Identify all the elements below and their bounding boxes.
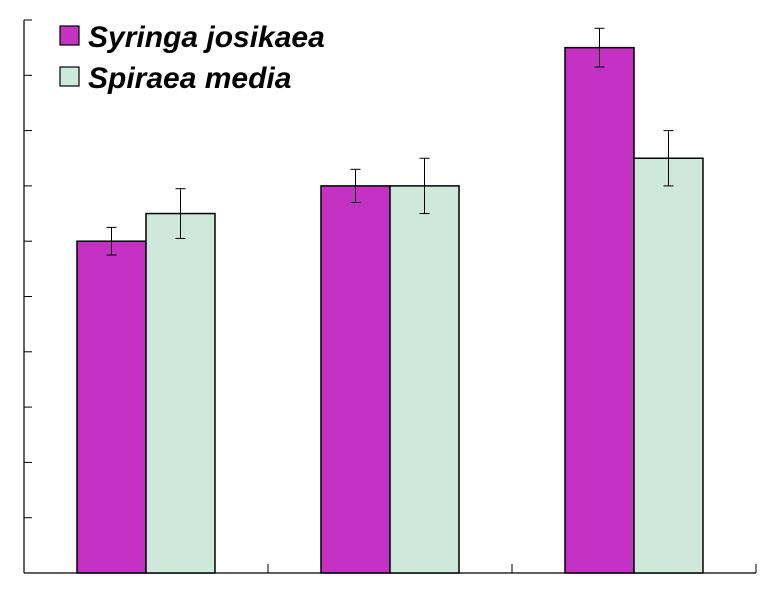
error-bar-series-2-cat-2: [419, 157, 430, 215]
error-bar-series-1-cat-3: [594, 27, 605, 68]
error-bar-series-2-cat-3: [663, 130, 674, 187]
legend-swatch-series-1: [59, 25, 80, 46]
bar-series-1-cat-1: [76, 240, 147, 574]
bar-series-1-cat-2: [320, 185, 391, 574]
bar-series-1-cat-3: [564, 46, 635, 574]
legend-label-series-1: Syringa josikaea: [88, 21, 325, 54]
bar-series-2-cat-1: [145, 212, 216, 574]
legend: Syringa josikaea Spiraea media: [59, 21, 325, 95]
error-bar-series-1-cat-2: [350, 168, 361, 203]
bar-series-2-cat-2: [389, 185, 460, 574]
error-bar-series-2-cat-1: [175, 188, 186, 239]
legend-label-series-2: Spiraea media: [88, 62, 291, 95]
error-bars: [106, 27, 674, 256]
error-bar-series-1-cat-1: [106, 226, 117, 256]
bar-series-2-cat-3: [633, 157, 704, 574]
legend-swatch-series-2: [59, 66, 80, 87]
bars: [76, 46, 704, 574]
